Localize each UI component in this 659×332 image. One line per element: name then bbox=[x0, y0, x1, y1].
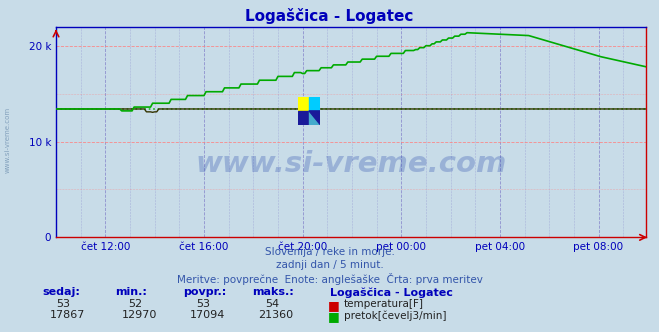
Text: Logaščica - Logatec: Logaščica - Logatec bbox=[245, 8, 414, 24]
Text: 12970: 12970 bbox=[122, 310, 158, 320]
Text: ■: ■ bbox=[328, 299, 340, 312]
Text: temperatura[F]: temperatura[F] bbox=[344, 299, 424, 309]
Text: 52: 52 bbox=[129, 299, 142, 309]
Text: maks.:: maks.: bbox=[252, 287, 293, 297]
Text: 53: 53 bbox=[56, 299, 70, 309]
Text: www.si-vreme.com: www.si-vreme.com bbox=[5, 106, 11, 173]
Text: www.si-vreme.com: www.si-vreme.com bbox=[195, 150, 507, 178]
Text: Meritve: povprečne  Enote: anglešaške  Črta: prva meritev: Meritve: povprečne Enote: anglešaške Črt… bbox=[177, 273, 482, 285]
Text: Slovenija / reke in morje.: Slovenija / reke in morje. bbox=[264, 247, 395, 257]
Bar bbox=[298, 111, 309, 124]
Text: 54: 54 bbox=[265, 299, 279, 309]
Text: zadnji dan / 5 minut.: zadnji dan / 5 minut. bbox=[275, 260, 384, 270]
Text: 17094: 17094 bbox=[190, 310, 225, 320]
Text: 53: 53 bbox=[196, 299, 210, 309]
Text: 17867: 17867 bbox=[49, 310, 85, 320]
Bar bbox=[309, 97, 320, 111]
Polygon shape bbox=[309, 97, 320, 111]
Bar bbox=[309, 111, 320, 124]
Text: min.:: min.: bbox=[115, 287, 147, 297]
Text: povpr.:: povpr.: bbox=[183, 287, 227, 297]
Text: ■: ■ bbox=[328, 310, 340, 323]
Text: 21360: 21360 bbox=[258, 310, 293, 320]
Polygon shape bbox=[309, 111, 320, 124]
Bar bbox=[298, 97, 309, 111]
Text: Logaščica - Logatec: Logaščica - Logatec bbox=[330, 287, 452, 298]
Text: pretok[čevelj3/min]: pretok[čevelj3/min] bbox=[344, 310, 447, 321]
Text: sedaj:: sedaj: bbox=[43, 287, 80, 297]
